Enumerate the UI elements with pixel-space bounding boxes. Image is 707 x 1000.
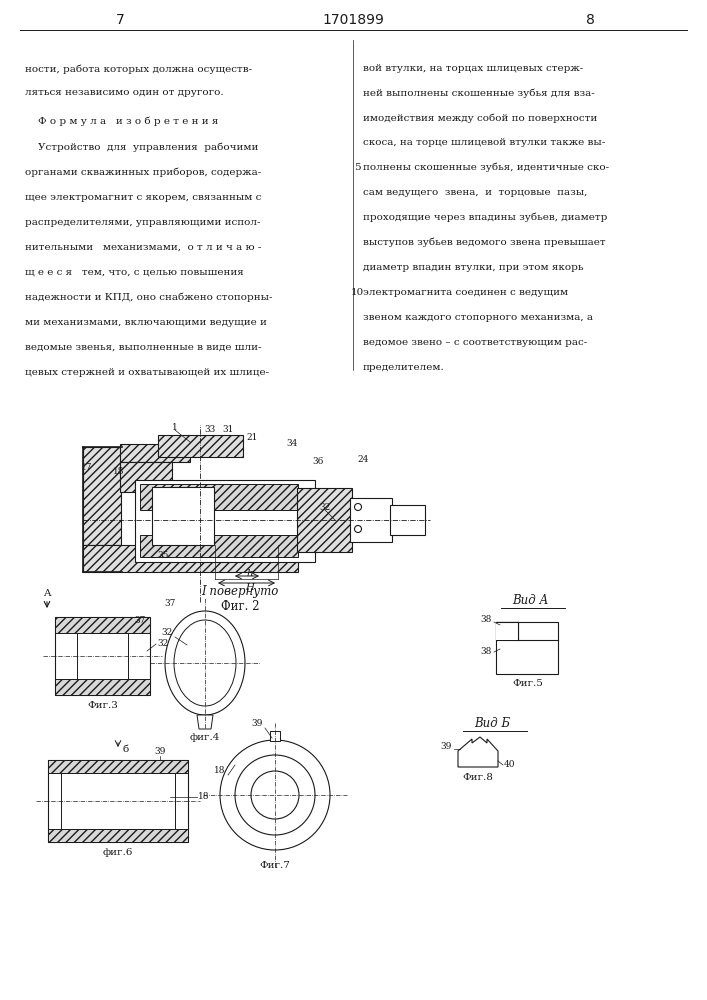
Text: 18: 18 — [198, 792, 209, 801]
Bar — [48, 760, 188, 773]
Text: выступов зубьев ведомого звена превышает: выступов зубьев ведомого звена превышает — [363, 238, 606, 247]
Bar — [390, 505, 425, 535]
Text: диаметр впадин втулки, при этом якорь: диаметр впадин втулки, при этом якорь — [363, 263, 583, 272]
Text: 35: 35 — [157, 552, 169, 560]
Text: 1: 1 — [172, 422, 178, 432]
Text: I повернуто: I повернуто — [201, 585, 279, 598]
Text: 18: 18 — [113, 468, 124, 477]
Text: щее электромагнит с якорем, связанным с: щее электромагнит с якорем, связанным с — [25, 193, 262, 202]
Text: 39: 39 — [154, 747, 165, 756]
Text: 31: 31 — [222, 426, 234, 434]
Text: сам ведущего  звена,  и  торцовые  пазы,: сам ведущего звена, и торцовые пазы, — [363, 188, 588, 197]
Ellipse shape — [165, 611, 245, 715]
Text: нительными   механизмами,  о т л и ч а ю -: нительными механизмами, о т л и ч а ю - — [25, 243, 262, 252]
Text: 37: 37 — [164, 599, 175, 608]
Text: 10: 10 — [351, 288, 363, 297]
Text: распределителями, управляющими испол-: распределителями, управляющими испол- — [25, 218, 260, 227]
Text: 17: 17 — [81, 462, 93, 472]
Text: полнены скошенные зубья, идентичные ско-: полнены скошенные зубья, идентичные ско- — [363, 163, 609, 172]
Bar — [83, 447, 121, 545]
Text: проходящие через впадины зубьев, диаметр: проходящие через впадины зубьев, диаметр — [363, 213, 607, 222]
Text: фиг.4: фиг.4 — [189, 733, 220, 742]
Text: ведомое звено – с соответствующим рас-: ведомое звено – с соответствующим рас- — [363, 338, 588, 347]
Text: Фиг. 2: Фиг. 2 — [221, 600, 259, 613]
Bar — [48, 760, 188, 842]
Text: 33: 33 — [204, 426, 216, 434]
Text: Фиг.5: Фиг.5 — [513, 679, 544, 688]
Text: 36: 36 — [312, 458, 324, 466]
Bar — [270, 731, 280, 741]
Text: 39: 39 — [251, 719, 263, 728]
Text: Ф о р м у л а   и з о б р е т е н и я: Ф о р м у л а и з о б р е т е н и я — [25, 117, 218, 126]
Bar — [297, 488, 352, 552]
Text: б: б — [123, 745, 129, 754]
Polygon shape — [197, 715, 213, 729]
Text: фиг.6: фиг.6 — [103, 848, 133, 857]
Text: Устройство  для  управления  рабочими: Устройство для управления рабочими — [25, 143, 258, 152]
Bar — [496, 622, 558, 674]
Text: 34: 34 — [286, 440, 298, 448]
Text: звеном каждого стопорного механизма, а: звеном каждого стопорного механизма, а — [363, 313, 593, 322]
Text: пределителем.: пределителем. — [363, 363, 445, 372]
Text: 38: 38 — [480, 647, 491, 656]
Text: Фиг.7: Фиг.7 — [259, 861, 291, 870]
Text: 18: 18 — [214, 766, 226, 775]
Bar — [83, 545, 298, 572]
Bar — [55, 617, 150, 633]
Bar — [140, 484, 298, 510]
Text: Фиг.3: Фиг.3 — [87, 701, 118, 710]
Bar — [120, 444, 190, 462]
Bar — [496, 622, 518, 640]
Text: 40: 40 — [504, 760, 515, 769]
Text: 24: 24 — [357, 456, 368, 464]
Text: вой втулки, на торцах шлицевых стерж-: вой втулки, на торцах шлицевых стерж- — [363, 64, 583, 73]
Text: 1701899: 1701899 — [322, 13, 384, 27]
Text: 21: 21 — [246, 434, 257, 442]
Text: 7: 7 — [116, 13, 124, 27]
Bar — [496, 622, 518, 640]
Text: надежности и КПД, оно снабжено стопорны-: надежности и КПД, оно снабжено стопорны- — [25, 293, 272, 302]
Text: Вид Б: Вид Б — [474, 717, 510, 730]
Bar — [55, 617, 150, 695]
Bar — [350, 498, 392, 542]
Text: 37: 37 — [134, 616, 146, 625]
Text: ми механизмами, включающими ведущие и: ми механизмами, включающими ведущие и — [25, 318, 267, 327]
Text: 32: 32 — [161, 628, 173, 637]
Text: 32: 32 — [320, 502, 331, 512]
Ellipse shape — [174, 620, 236, 706]
Text: Фиг.8: Фиг.8 — [462, 773, 493, 782]
Polygon shape — [458, 737, 498, 767]
Text: ности, работа которых должна осуществ-: ности, работа которых должна осуществ- — [25, 64, 252, 74]
Bar — [140, 535, 298, 557]
Bar — [77, 633, 128, 679]
Text: скоса, на торце шлицевой втулки также вы-: скоса, на торце шлицевой втулки также вы… — [363, 138, 605, 147]
Text: 8: 8 — [585, 13, 595, 27]
Text: Вид А: Вид А — [512, 594, 548, 607]
Text: A: A — [43, 589, 51, 598]
Text: имодействия между собой по поверхности: имодействия между собой по поверхности — [363, 113, 597, 123]
Text: h: h — [247, 568, 253, 578]
Bar — [48, 829, 188, 842]
Text: цевых стержней и охватывающей их шлице-: цевых стержней и охватывающей их шлице- — [25, 368, 269, 377]
Text: H: H — [245, 582, 255, 591]
Bar — [152, 487, 214, 545]
Bar — [120, 462, 172, 492]
Text: щ е е с я   тем, что, с целью повышения: щ е е с я тем, что, с целью повышения — [25, 268, 244, 277]
Text: электромагнита соединен с ведущим: электромагнита соединен с ведущим — [363, 288, 568, 297]
Text: 5: 5 — [354, 163, 361, 172]
Bar — [158, 435, 243, 457]
Bar — [61, 773, 175, 829]
Text: органами скважинных приборов, содержа-: органами скважинных приборов, содержа- — [25, 168, 262, 177]
Text: 38: 38 — [480, 615, 491, 624]
Text: 39: 39 — [440, 742, 452, 751]
Bar — [55, 679, 150, 695]
Text: ляться независимо один от другого.: ляться независимо один от другого. — [25, 88, 223, 97]
Text: ней выполнены скошенные зубья для вза-: ней выполнены скошенные зубья для вза- — [363, 88, 595, 98]
Text: 32: 32 — [157, 639, 168, 648]
Text: ведомые звенья, выполненные в виде шли-: ведомые звенья, выполненные в виде шли- — [25, 343, 262, 352]
Bar — [135, 480, 315, 562]
